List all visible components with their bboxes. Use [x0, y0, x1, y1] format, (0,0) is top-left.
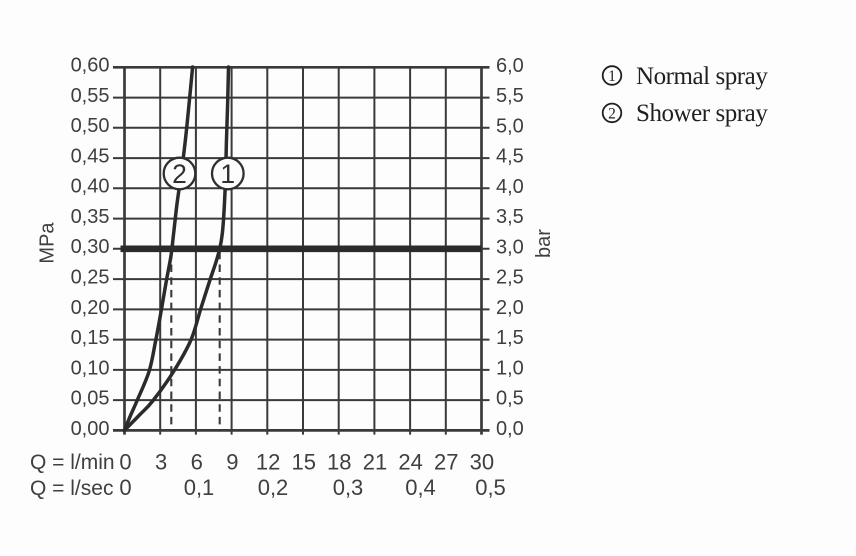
svg-text:Q = l/sec: Q = l/sec: [30, 477, 113, 500]
svg-text:15: 15: [291, 450, 315, 475]
svg-text:1,0: 1,0: [496, 358, 524, 380]
svg-text:0,20: 0,20: [71, 297, 110, 319]
svg-text:0,4: 0,4: [405, 475, 436, 500]
svg-text:0,3: 0,3: [333, 475, 364, 500]
svg-text:0: 0: [119, 475, 131, 500]
svg-text:21: 21: [363, 450, 387, 475]
svg-text:MPa: MPa: [37, 222, 59, 264]
svg-text:Normal spray: Normal spray: [636, 63, 768, 90]
svg-text:18: 18: [327, 450, 351, 475]
svg-text:0,50: 0,50: [71, 115, 110, 137]
svg-text:bar: bar: [533, 229, 555, 258]
svg-text:0,10: 0,10: [71, 357, 110, 379]
svg-text:0,40: 0,40: [71, 176, 110, 198]
svg-text:6: 6: [191, 450, 203, 475]
svg-text:Q = l/min: Q = l/min: [30, 451, 115, 474]
svg-text:1,5: 1,5: [496, 327, 524, 349]
svg-text:0,15: 0,15: [71, 327, 110, 349]
svg-text:0,35: 0,35: [71, 206, 110, 228]
svg-text:5,5: 5,5: [496, 85, 524, 107]
svg-text:4,0: 4,0: [496, 176, 524, 198]
svg-text:2: 2: [172, 159, 187, 189]
svg-text:3,5: 3,5: [496, 206, 524, 228]
svg-text:0,1: 0,1: [184, 475, 215, 500]
svg-text:24: 24: [398, 450, 422, 475]
svg-text:0,55: 0,55: [71, 85, 110, 107]
svg-text:9: 9: [226, 450, 238, 475]
svg-text:1: 1: [220, 159, 235, 189]
svg-text:0,00: 0,00: [71, 418, 110, 440]
svg-text:4,5: 4,5: [496, 146, 524, 168]
svg-text:3,0: 3,0: [496, 236, 524, 258]
svg-text:6,0: 6,0: [496, 55, 524, 77]
svg-text:30: 30: [470, 450, 494, 475]
svg-text:1: 1: [608, 68, 616, 85]
svg-text:0,2: 0,2: [258, 475, 289, 500]
svg-text:2: 2: [608, 105, 616, 122]
svg-text:0,05: 0,05: [71, 388, 110, 410]
svg-text:5,0: 5,0: [496, 115, 524, 137]
svg-text:0,60: 0,60: [71, 55, 110, 77]
svg-text:0,45: 0,45: [71, 146, 110, 168]
svg-text:3: 3: [155, 450, 167, 475]
svg-text:0,5: 0,5: [475, 475, 506, 500]
svg-text:Shower spray: Shower spray: [636, 100, 768, 127]
svg-text:0,30: 0,30: [71, 236, 110, 258]
svg-text:0,0: 0,0: [496, 418, 524, 440]
svg-text:2,5: 2,5: [496, 267, 524, 289]
svg-text:2,0: 2,0: [496, 297, 524, 319]
svg-text:0,5: 0,5: [496, 388, 524, 410]
svg-text:0,25: 0,25: [71, 267, 110, 289]
svg-text:0: 0: [119, 450, 131, 475]
svg-text:12: 12: [256, 450, 280, 475]
svg-text:27: 27: [434, 450, 458, 475]
